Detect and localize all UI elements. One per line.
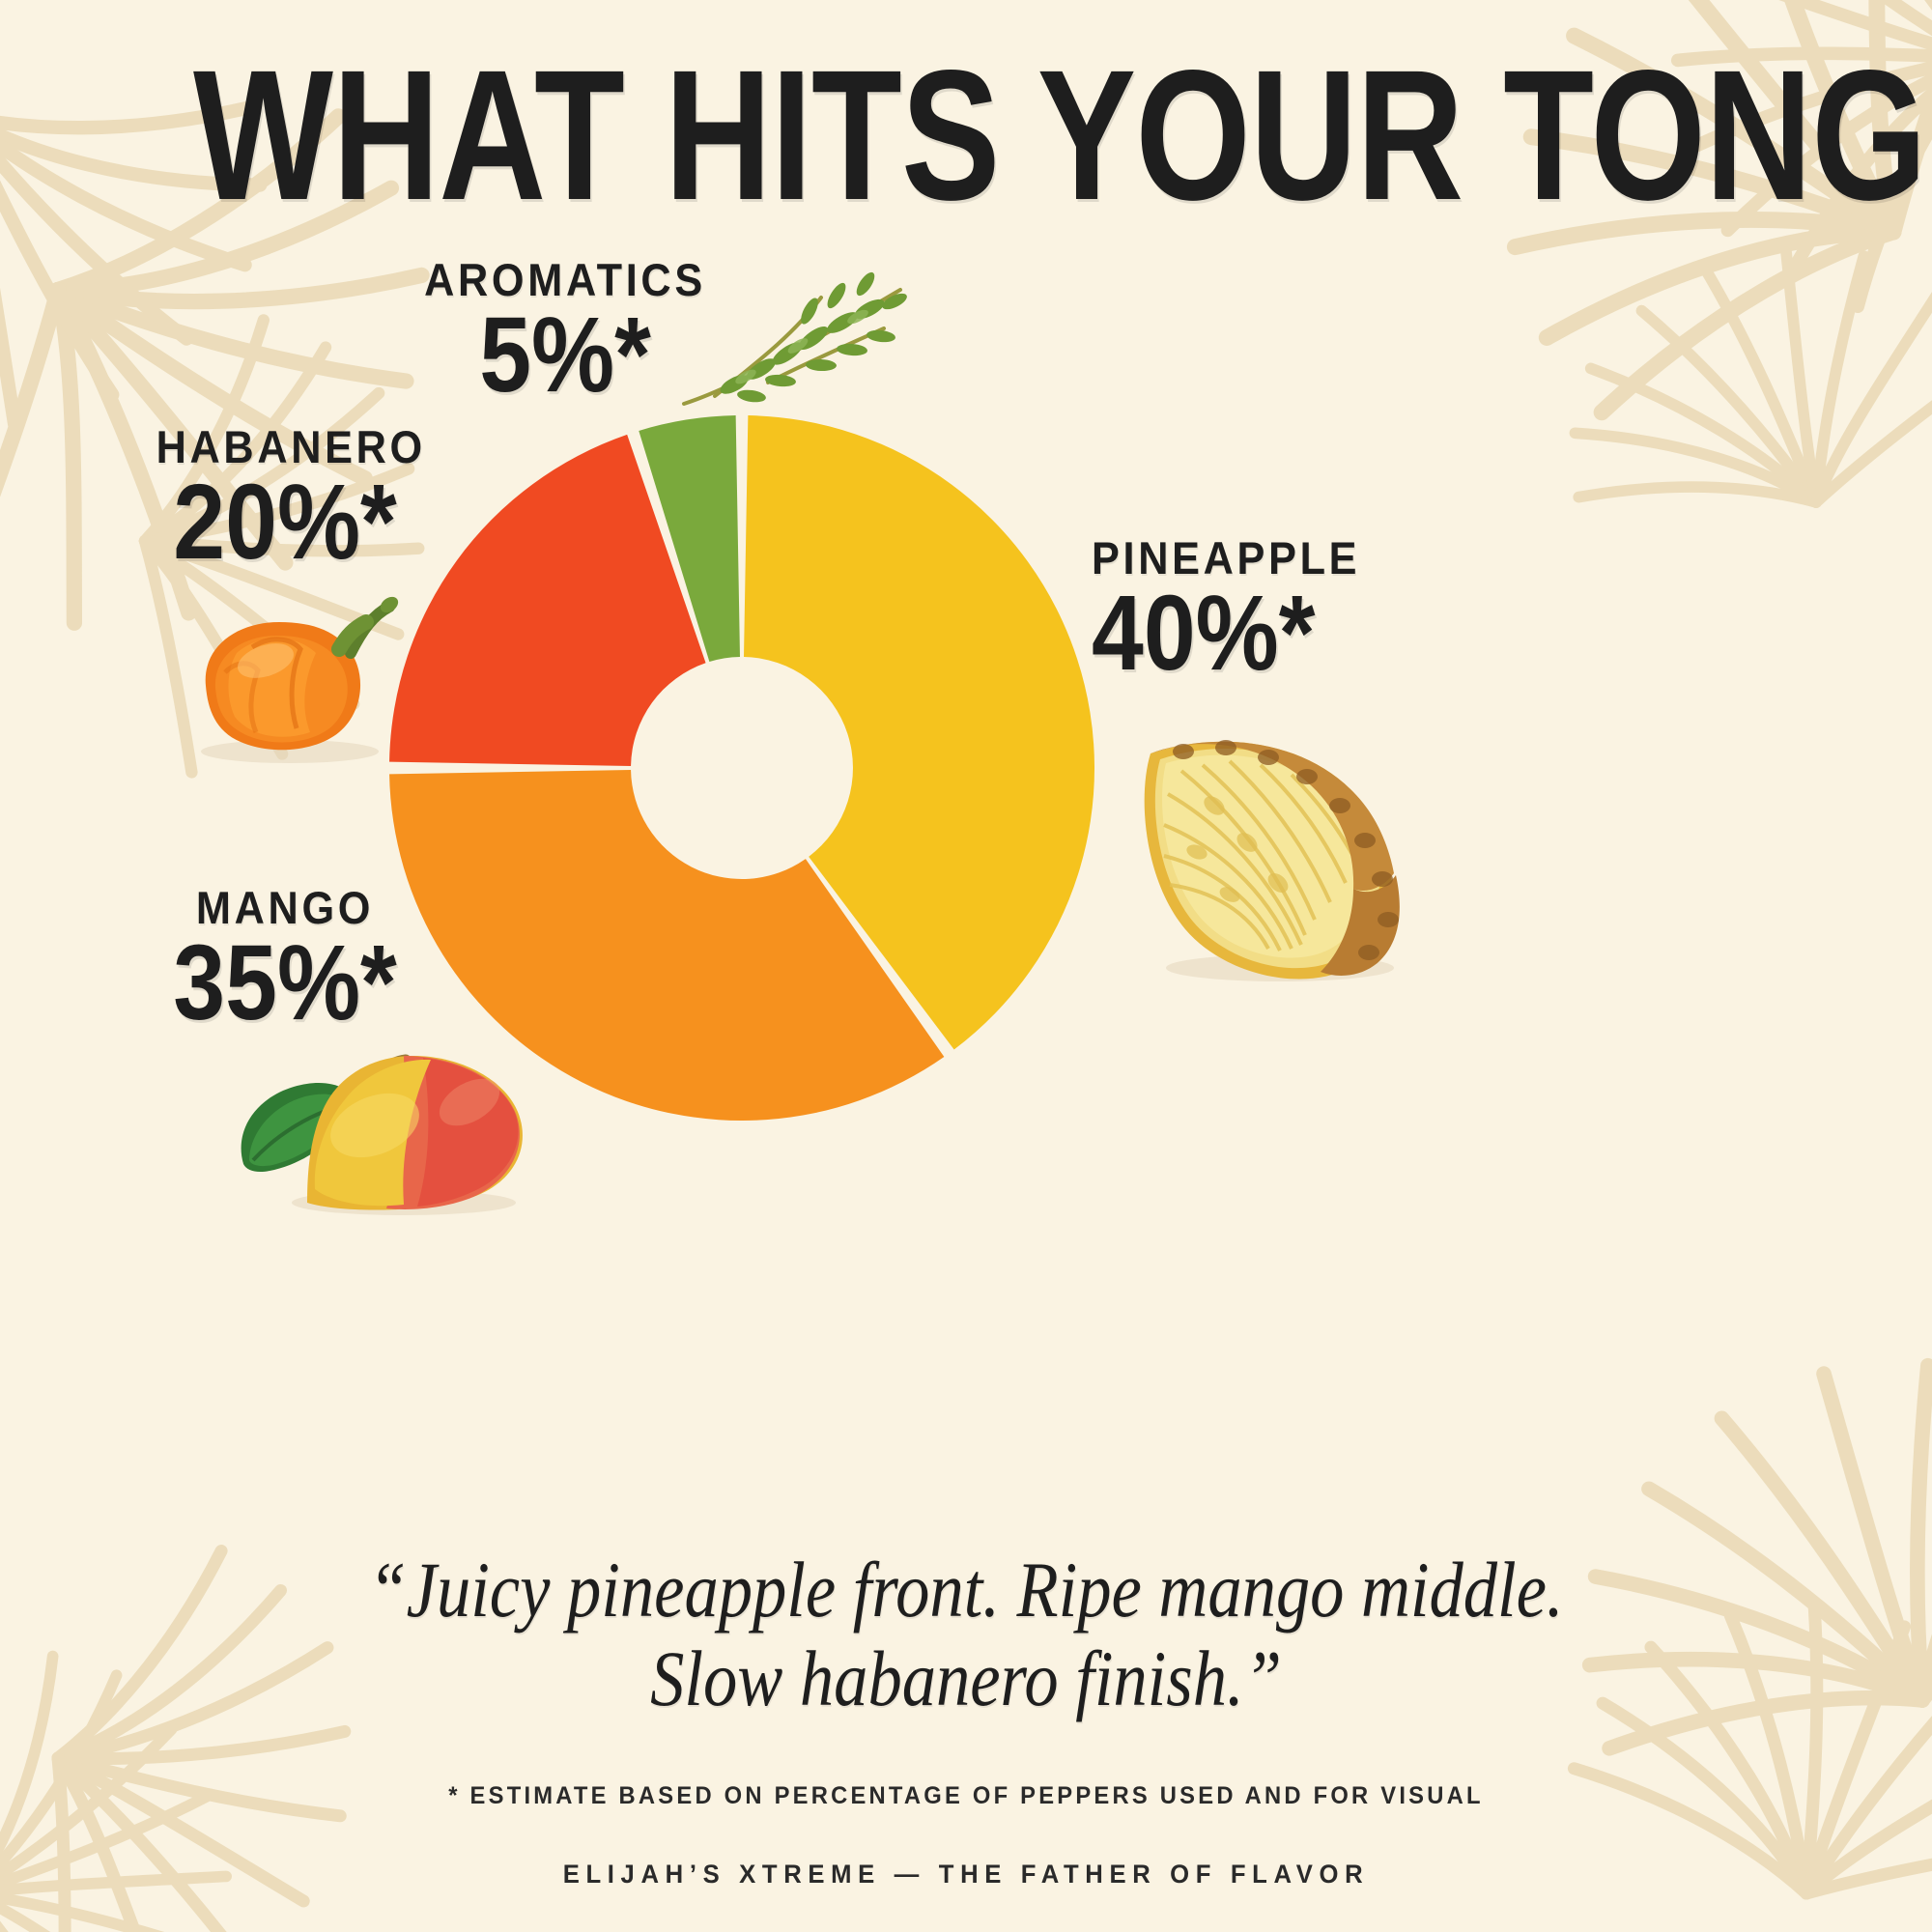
callout-habanero-value: 20%* — [173, 463, 397, 582]
page-title-container: WHAT HITS YOUR TONGUE — [0, 31, 1932, 239]
thyme-sprig-icon — [682, 271, 907, 406]
donut-chart-svg — [389, 415, 1094, 1121]
donut-slice-aromatics — [639, 415, 740, 663]
brand-tagline: ELIJAH’S XTREME — THE FATHER OF FLAVOR — [562, 1860, 1370, 1889]
habanero-pepper-icon — [201, 596, 399, 763]
callout-mango-value: 35%* — [173, 923, 397, 1042]
donut-chart — [389, 415, 1094, 1121]
quote-line-2: Slow habanero finish.” — [650, 1634, 1282, 1722]
callout-pineapple-value: 40%* — [1092, 574, 1316, 693]
tasting-note-quote: “Juicy pineapple front. Ripe mango middl… — [301, 1546, 1631, 1723]
callout-mango-label: MANGO — [195, 882, 375, 933]
callout-aromatics: AROMATICS 5%* — [406, 253, 724, 409]
callout-pineapple: PINEAPPLE 40%* — [1092, 531, 1372, 687]
callout-pineapple-label: PINEAPPLE — [1092, 532, 1361, 583]
callout-habanero-label: HABANERO — [156, 421, 426, 472]
mango-fruit-icon — [241, 1054, 523, 1215]
donut-slice-habanero — [389, 434, 706, 766]
callout-habanero: HABANERO 20%* — [145, 420, 425, 576]
donut-slice-pineapple — [744, 415, 1094, 1050]
callout-aromatics-value: 5%* — [479, 296, 651, 414]
callout-mango: MANGO 35%* — [145, 881, 425, 1037]
quote-line-1: “Juicy pineapple front. Ripe mango middl… — [368, 1546, 1564, 1634]
page-title: WHAT HITS YOUR TONGUE — [193, 31, 1932, 239]
donut-slice-mango — [389, 770, 945, 1121]
estimate-footnote: * ESTIMATE BASED ON PERCENTAGE OF PEPPER… — [448, 1782, 1484, 1809]
callout-aromatics-label: AROMATICS — [424, 254, 706, 305]
pineapple-slice-icon — [1144, 740, 1400, 981]
